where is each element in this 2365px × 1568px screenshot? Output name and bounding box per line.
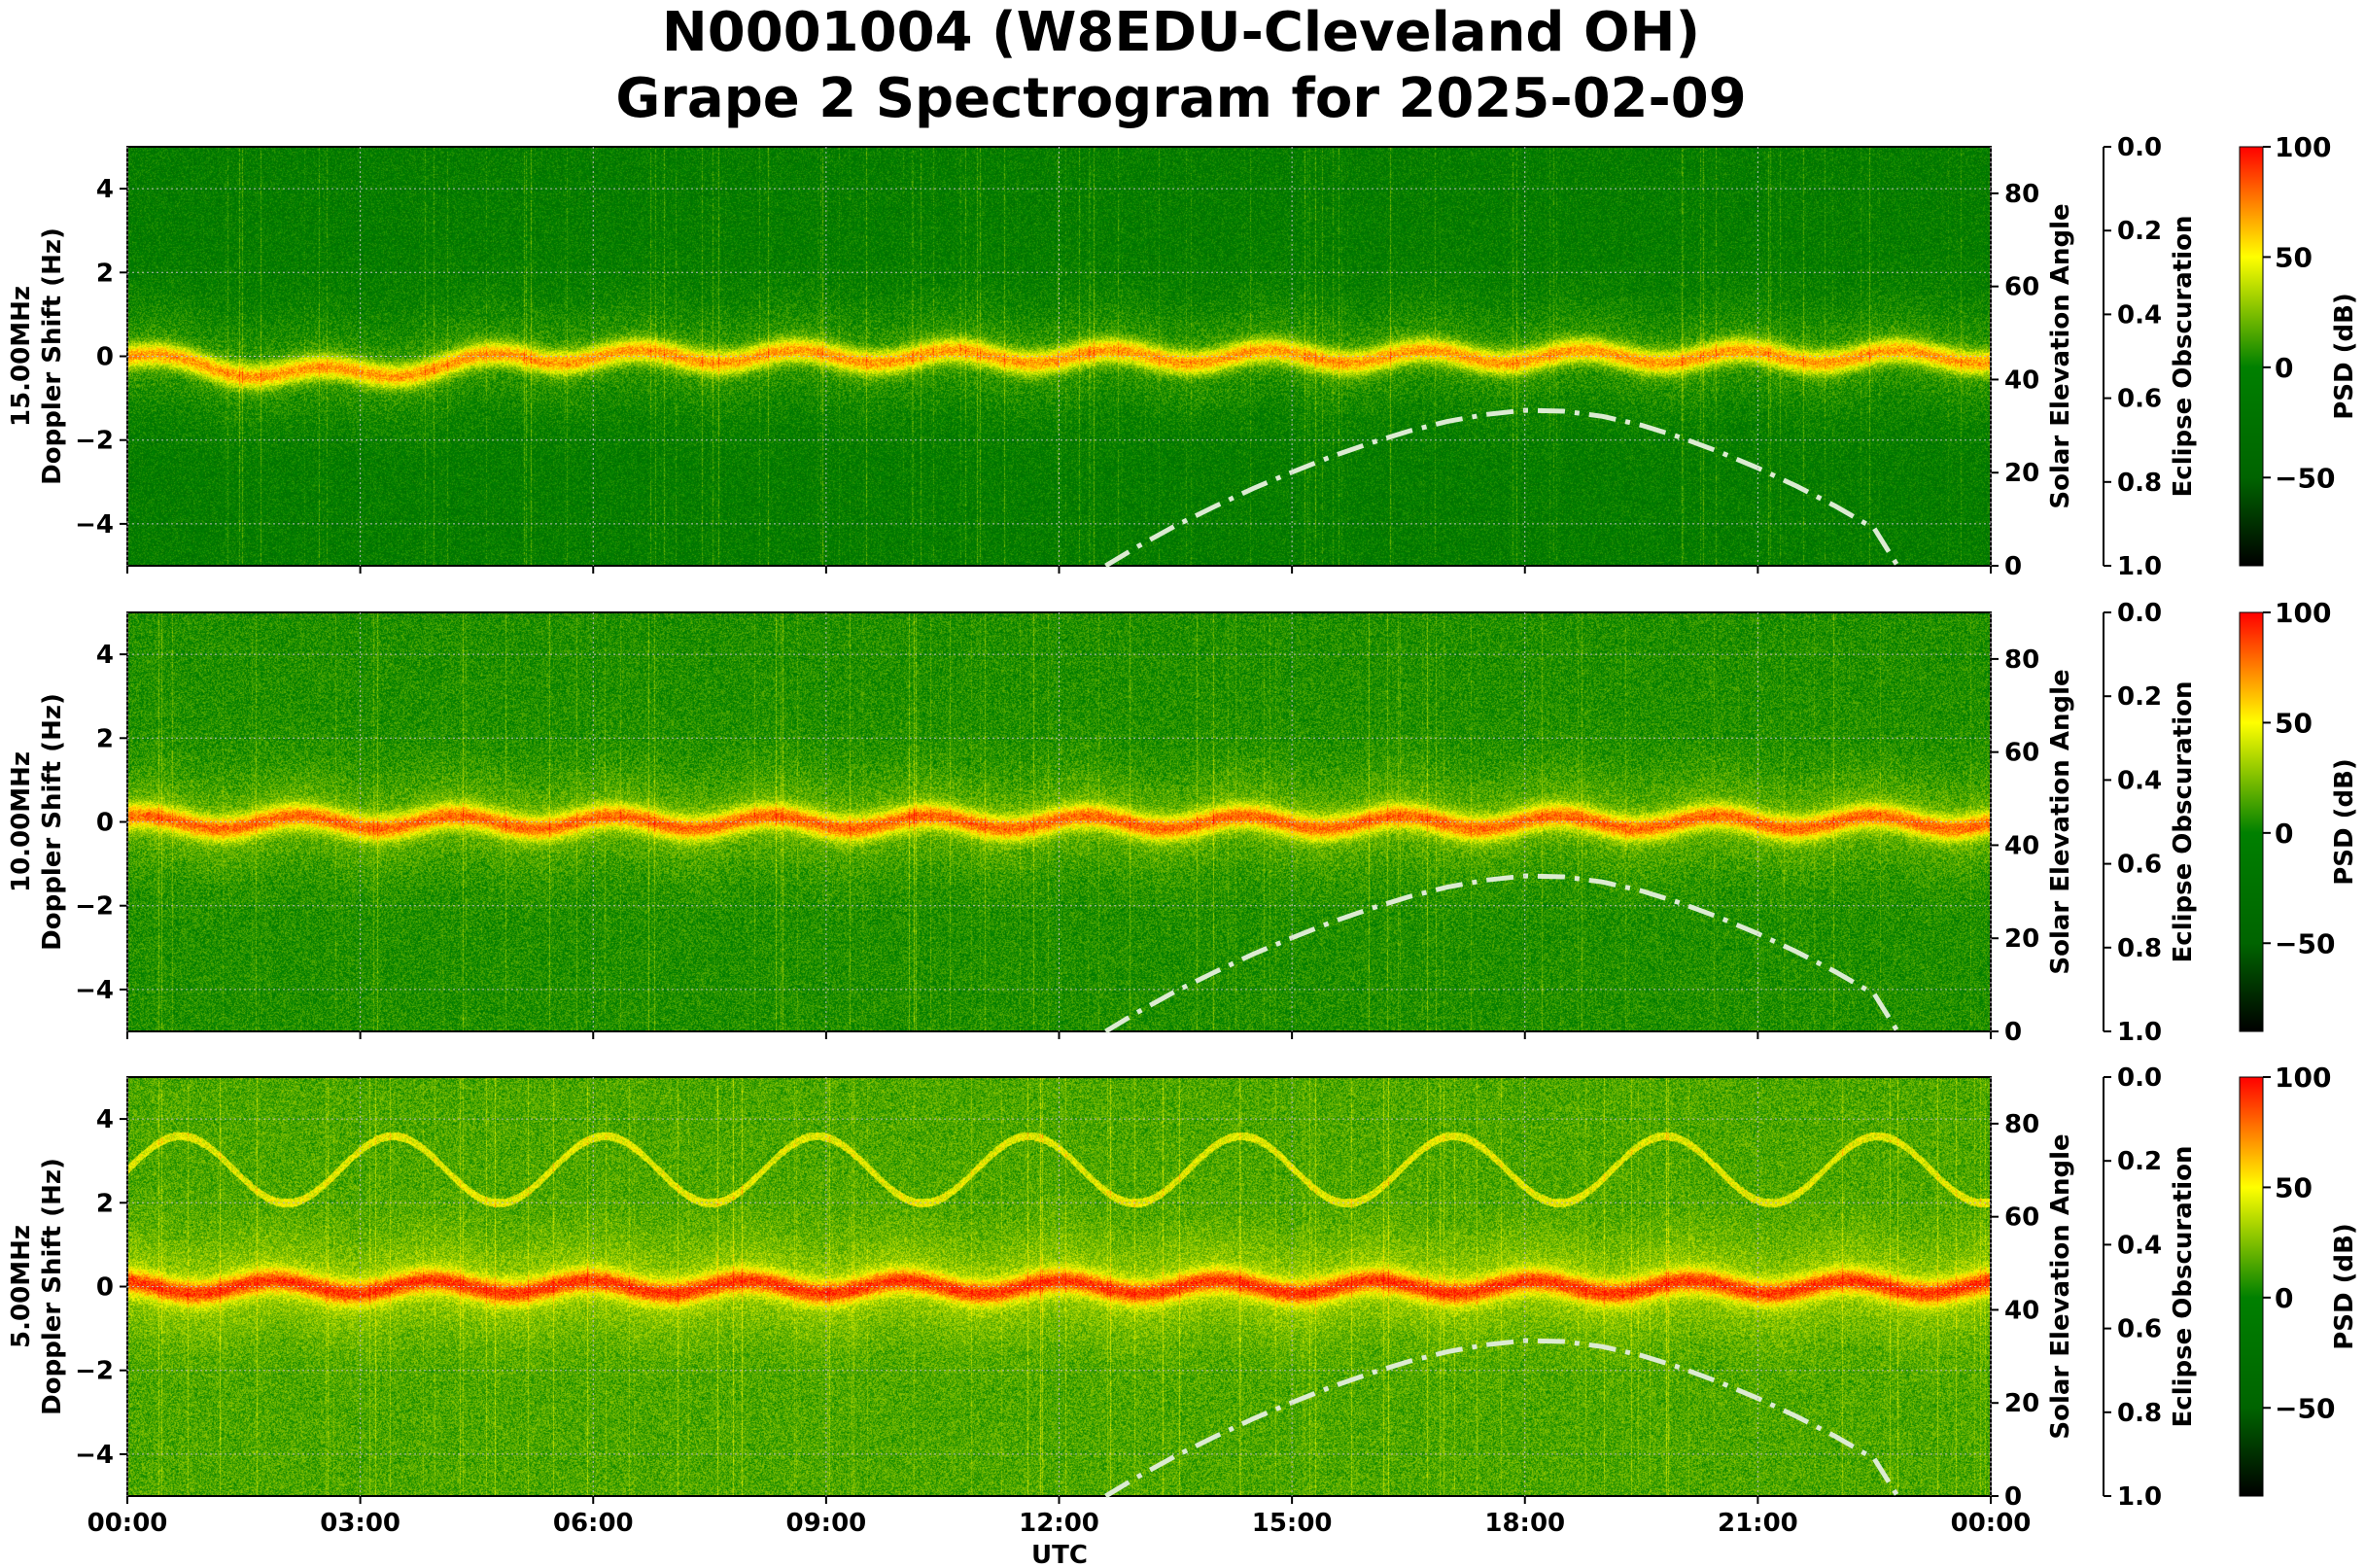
solar-tick-label: 0: [2004, 1482, 2022, 1512]
solar-elevation-curve: [1104, 407, 1900, 569]
x-axis-label: UTC: [1031, 1541, 1088, 1568]
eclipse-tick-label: 0.2: [2117, 217, 2162, 246]
title-line-2: Grape 2 Spectrogram for 2025-02-09: [615, 67, 1746, 130]
doppler-axis-label: Doppler Shift (Hz): [38, 693, 67, 951]
solar-tick-label: 0: [2004, 1018, 2022, 1047]
eclipse-tick-label: 0.8: [2117, 1399, 2162, 1428]
doppler-tick-label: −2: [75, 892, 114, 922]
doppler-tick-label: 0: [96, 1273, 114, 1303]
colorbar-tick-label: 0: [2275, 818, 2293, 850]
doppler-axis-label: Doppler Shift (Hz): [38, 227, 67, 485]
doppler-tick-label: 4: [96, 641, 114, 670]
colorbar-tick-label: −50: [2275, 462, 2335, 494]
panel-frequency-label: 5.00MHz: [7, 1225, 36, 1348]
doppler-tick-label: 2: [96, 259, 114, 288]
solar-tick-label: 40: [2004, 831, 2039, 860]
solar-tick-label: 40: [2004, 366, 2039, 395]
colorbar-tick-label: 0: [2275, 352, 2293, 384]
x-tick-label: 12:00: [1019, 1509, 1099, 1538]
solar-tick-label: 60: [2004, 739, 2039, 768]
eclipse-tick-label: 0.0: [2117, 599, 2162, 628]
x-tick-label: 15:00: [1252, 1509, 1333, 1538]
solar-tick-label: 80: [2004, 180, 2039, 209]
colorbar-tick-label: 100: [2275, 131, 2331, 163]
doppler-tick-label: −4: [75, 510, 114, 540]
eclipse-axis-label: Eclipse Obscuration: [2169, 216, 2198, 498]
doppler-axis-label: Doppler Shift (Hz): [38, 1158, 67, 1415]
eclipse-tick-label: 0.6: [2117, 851, 2162, 880]
eclipse-tick-label: 0.6: [2117, 385, 2162, 414]
solar-axis-label: Solar Elevation Angle: [2046, 203, 2075, 508]
solar-tick-label: 0: [2004, 552, 2022, 581]
eclipse-tick-label: 0.4: [2117, 766, 2162, 795]
x-tick-label: 21:00: [1718, 1509, 1798, 1538]
solar-tick-label: 80: [2004, 1110, 2039, 1139]
colorbar-label: PSD (dB): [2330, 1223, 2359, 1350]
eclipse-tick-label: 1.0: [2117, 1482, 2162, 1512]
doppler-tick-label: 4: [96, 1105, 114, 1134]
colorbar-tick-label: 50: [2275, 241, 2313, 273]
solar-tick-label: 80: [2004, 645, 2039, 675]
doppler-tick-label: 0: [96, 809, 114, 838]
colorbar-3: [2239, 1076, 2264, 1497]
title-line-1: N0001004 (W8EDU-Cleveland OH): [662, 1, 1700, 64]
eclipse-tick-label: 0.8: [2117, 469, 2162, 498]
eclipse-tick-label: 0.8: [2117, 934, 2162, 963]
doppler-tick-label: −2: [75, 427, 114, 456]
colorbar-tick-label: 100: [2275, 597, 2331, 629]
doppler-tick-label: −4: [75, 1441, 114, 1470]
x-tick-label: 03:00: [320, 1509, 400, 1538]
eclipse-tick-label: 0.4: [2117, 300, 2162, 330]
x-tick-label: 18:00: [1484, 1509, 1565, 1538]
doppler-tick-label: 2: [96, 1189, 114, 1218]
colorbar-tick-label: 100: [2275, 1062, 2331, 1094]
eclipse-axis-label: Eclipse Obscuration: [2169, 681, 2198, 963]
colorbar-tick-label: −50: [2275, 927, 2335, 959]
panel-frequency-label: 10.00MHz: [7, 751, 36, 892]
solar-tick-label: 60: [2004, 1203, 2039, 1233]
doppler-tick-label: −4: [75, 976, 114, 1005]
solar-elevation-curve: [1104, 873, 1900, 1034]
colorbar-label: PSD (dB): [2330, 293, 2359, 420]
colorbar-tick-label: −50: [2275, 1392, 2335, 1424]
doppler-tick-label: 4: [96, 175, 114, 204]
x-tick-label: 06:00: [553, 1509, 634, 1538]
eclipse-tick-label: 0.0: [2117, 133, 2162, 162]
eclipse-tick-label: 0.4: [2117, 1231, 2162, 1260]
colorbar-tick-label: 0: [2275, 1282, 2293, 1314]
x-tick-label: 00:00: [87, 1509, 168, 1538]
solar-tick-label: 40: [2004, 1296, 2039, 1325]
panel-frequency-label: 15.00MHz: [7, 286, 36, 427]
colorbar-tick-label: 50: [2275, 707, 2313, 739]
eclipse-tick-label: 0.0: [2117, 1063, 2162, 1093]
eclipse-tick-label: 1.0: [2117, 552, 2162, 581]
solar-axis-label: Solar Elevation Angle: [2046, 669, 2075, 974]
eclipse-tick-label: 0.2: [2117, 682, 2162, 712]
solar-tick-label: 20: [2004, 924, 2039, 954]
solar-axis-label: Solar Elevation Angle: [2046, 1133, 2075, 1439]
solar-elevation-curve: [1104, 1338, 1900, 1499]
x-tick-label: 09:00: [785, 1509, 866, 1538]
solar-tick-label: 60: [2004, 273, 2039, 302]
doppler-tick-label: 2: [96, 724, 114, 753]
colorbar-1: [2239, 146, 2264, 567]
colorbar-label: PSD (dB): [2330, 758, 2359, 886]
doppler-tick-label: −2: [75, 1357, 114, 1386]
x-tick-label: 00:00: [1951, 1509, 2032, 1538]
eclipse-axis-label: Eclipse Obscuration: [2169, 1146, 2198, 1428]
doppler-tick-label: 0: [96, 343, 114, 372]
eclipse-tick-label: 1.0: [2117, 1018, 2162, 1047]
solar-tick-label: 20: [2004, 1389, 2039, 1418]
eclipse-tick-label: 0.2: [2117, 1147, 2162, 1176]
eclipse-tick-label: 0.6: [2117, 1315, 2162, 1344]
solar-tick-label: 20: [2004, 459, 2039, 488]
colorbar-2: [2239, 611, 2264, 1032]
colorbar-tick-label: 50: [2275, 1171, 2313, 1203]
